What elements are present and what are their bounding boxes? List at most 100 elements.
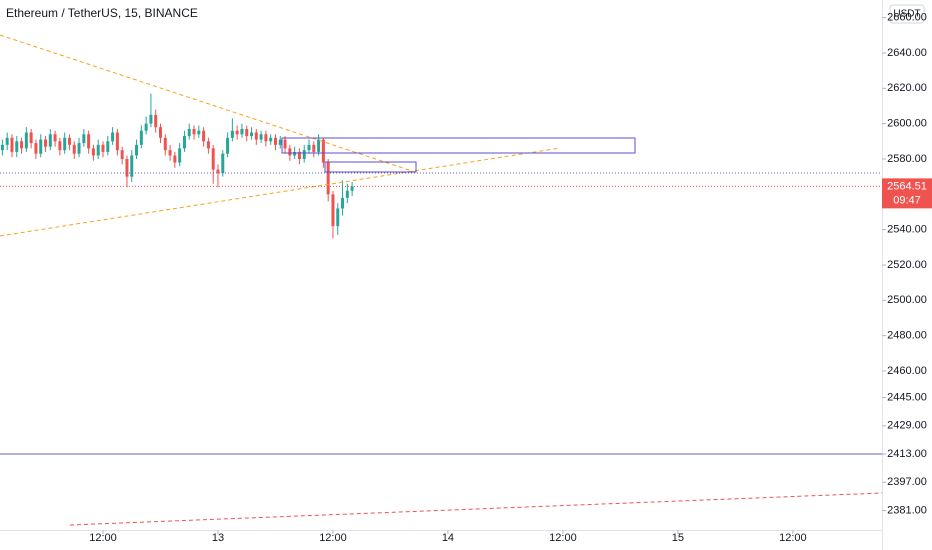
candle-body	[24, 132, 28, 149]
last-price-badge	[882, 178, 932, 209]
candle-body	[273, 137, 277, 145]
candle-body	[173, 155, 177, 163]
candle-body	[96, 144, 100, 156]
y-tick-label: 2445.00	[887, 391, 927, 403]
candle-body	[240, 128, 244, 135]
zone-box	[281, 137, 636, 154]
candle-body	[288, 148, 292, 156]
candle-body	[206, 141, 210, 149]
candle-body	[144, 123, 148, 131]
x-tick-label: 12:00	[89, 532, 117, 544]
chart-title: Ethereum / TetherUS, 15, BINANCE	[6, 6, 198, 20]
y-tick-label: 2413.00	[887, 448, 927, 460]
currency-button[interactable]	[889, 4, 925, 24]
candle-body	[125, 159, 129, 177]
candle-body	[331, 194, 335, 227]
candle-body	[182, 136, 186, 149]
y-tick-label: 2429.00	[887, 420, 927, 432]
candle-body	[317, 139, 321, 152]
candle-body	[245, 128, 249, 137]
candle-body	[63, 137, 67, 151]
trendline	[0, 34, 416, 173]
candle-body	[72, 144, 76, 154]
candle-body	[44, 139, 48, 147]
plot-area	[0, 93, 354, 239]
candle-body	[230, 130, 234, 138]
candle-body	[154, 114, 158, 128]
candle-body	[139, 130, 143, 145]
candle-body	[34, 143, 38, 154]
y-tick-label: 2520.00	[887, 259, 927, 271]
last-price-label: 2564.51	[887, 180, 927, 192]
candle-body	[15, 141, 19, 152]
candle-body	[350, 186, 354, 191]
candle-body	[101, 144, 105, 152]
candle-body	[259, 134, 263, 140]
candle-body	[106, 141, 110, 152]
candle-body	[91, 148, 95, 156]
candle-body	[163, 137, 167, 151]
candle-body	[192, 128, 196, 135]
candle-body	[202, 130, 206, 142]
candle-body	[48, 134, 52, 147]
candle-body	[20, 141, 24, 149]
candle-body	[111, 132, 115, 142]
candle-body	[326, 162, 330, 195]
candle-body	[297, 151, 301, 159]
candle-body	[197, 130, 201, 135]
x-tick-label: 12:00	[549, 532, 577, 544]
candle-body	[120, 150, 124, 159]
candle-body	[321, 139, 325, 163]
candle-body	[221, 153, 225, 174]
candle-body	[293, 151, 297, 156]
candle-body	[341, 197, 345, 209]
x-tick-label: 15	[672, 532, 684, 544]
candle-body	[149, 114, 153, 124]
candle-body	[29, 132, 33, 144]
zone-box	[324, 161, 417, 173]
candle-body	[307, 144, 311, 151]
y-tick-label: 2580.00	[887, 153, 927, 165]
candle-body	[10, 137, 14, 152]
candle-body	[53, 134, 57, 142]
y-tick-label: 2620.00	[887, 82, 927, 94]
y-tick-label: 2660.00	[887, 12, 927, 24]
y-tick-label: 2397.00	[887, 476, 927, 488]
candle-body	[168, 150, 172, 156]
candle-body	[302, 150, 306, 159]
candle-body	[336, 208, 340, 227]
candle-body	[82, 134, 86, 144]
y-tick-label: 2480.00	[887, 330, 927, 342]
candle-body	[264, 134, 268, 142]
candle-body	[226, 137, 230, 154]
y-tick-label: 2640.00	[887, 47, 927, 59]
y-tick-label: 2500.00	[887, 294, 927, 306]
candle-body	[187, 128, 191, 137]
x-tick-label: 12:00	[319, 532, 347, 544]
y-tick-label: 2460.00	[887, 365, 927, 377]
currency-label[interactable]: USDT	[893, 9, 920, 20]
candle-body	[5, 137, 9, 145]
candle-body	[250, 132, 254, 137]
candle-body	[254, 132, 258, 140]
candle-body	[278, 139, 282, 145]
candle-body	[77, 143, 81, 154]
candle-body	[283, 139, 287, 149]
x-tick-label: 12:00	[779, 532, 807, 544]
trendline	[69, 492, 883, 526]
countdown-label: 09:47	[893, 194, 921, 206]
trendline	[0, 147, 561, 237]
candle-body	[39, 139, 43, 154]
candle-body	[216, 169, 220, 174]
y-tick-label: 2600.00	[887, 118, 927, 130]
candle-body	[130, 155, 134, 177]
candle-body	[312, 144, 316, 152]
y-tick-label: 2381.00	[887, 504, 927, 516]
candle-body	[345, 190, 349, 198]
candle-body	[115, 132, 119, 151]
candle-body	[235, 130, 239, 135]
x-tick-label: 14	[442, 532, 454, 544]
